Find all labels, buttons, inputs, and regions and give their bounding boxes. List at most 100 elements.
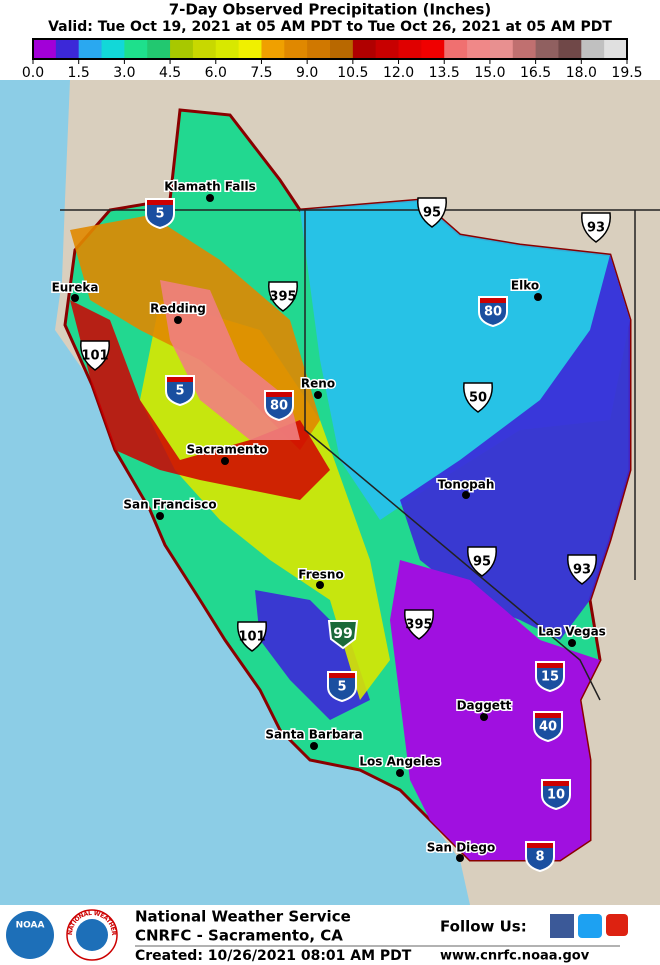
twitter[interactable]	[578, 914, 602, 938]
city-dot	[221, 457, 229, 465]
shield-label: 5	[175, 384, 184, 399]
shield-label: 50	[469, 391, 487, 406]
interstate-shield	[533, 711, 563, 743]
shield-label: 95	[473, 555, 491, 570]
interstate-band	[167, 377, 193, 382]
interstate-shield	[165, 375, 195, 407]
city-label: Tonopah	[438, 478, 495, 492]
us-shield	[268, 281, 298, 312]
us-shield	[567, 554, 597, 585]
legend-tick-label: 3.0	[113, 65, 135, 81]
title: 7-Day Observed Precipitation (Inches)	[169, 1, 492, 19]
shield-label: 40	[539, 720, 557, 735]
legend-swatch	[238, 39, 262, 59]
interstate-shield	[535, 661, 565, 693]
legend-swatch	[444, 39, 468, 59]
city-label: San Francisco	[123, 498, 216, 512]
nws-logo-core	[76, 919, 108, 951]
legend: 0.0 1.5 3.0 4.5 6.0 7.5 9.0 10.5 12.0 13.5 15.0 16.…	[22, 38, 643, 81]
shield-label: 93	[587, 221, 605, 236]
us-shield	[581, 212, 611, 243]
legend-swatch	[284, 39, 308, 59]
legend-tick-label: 0.0	[22, 65, 44, 81]
legend-swatch	[467, 39, 491, 59]
noaa-logo	[6, 911, 54, 959]
shield-label: 395	[269, 290, 296, 305]
shield-label: 95	[423, 206, 441, 221]
map	[0, 80, 660, 905]
legend-swatch	[307, 39, 331, 59]
subtitle: Valid: Tue Oct 19, 2021 at 05 AM PDT to …	[48, 19, 612, 35]
city-dot	[206, 194, 214, 202]
legend-swatch	[330, 39, 354, 59]
precip-cyan	[300, 200, 630, 520]
legend-tick-label: 1.5	[68, 65, 90, 81]
interstate-shield	[264, 390, 294, 422]
legend-swatch	[558, 39, 582, 59]
interstate-shield	[327, 671, 357, 703]
legend-tick-label: 16.5	[520, 65, 551, 81]
city-dot	[534, 293, 542, 301]
city-label: San Diego	[427, 841, 496, 855]
city-dot	[568, 639, 576, 647]
city-label: Elko	[511, 279, 539, 293]
interstate-band	[147, 200, 173, 205]
interstate-band	[329, 673, 355, 678]
shield-label: 8	[535, 850, 544, 865]
legend-swatch	[215, 39, 240, 59]
legend-swatch	[512, 39, 537, 59]
interstate-band	[537, 663, 563, 668]
legend-swatch	[78, 39, 103, 59]
shield-label: 5	[155, 207, 164, 222]
youtube[interactable]	[606, 914, 628, 936]
us-shield	[463, 382, 493, 413]
legend-swatch	[33, 39, 57, 59]
legend-tick-label: 7.5	[250, 65, 272, 81]
legend-swatch	[421, 39, 445, 59]
legend-swatch	[352, 39, 377, 59]
us-shield	[404, 609, 434, 640]
shield-label: 101	[238, 630, 265, 645]
legend-swatch	[261, 39, 285, 59]
legend-tick-label: 9.0	[296, 65, 318, 81]
org: National Weather Service	[135, 908, 351, 926]
city-dot	[156, 512, 164, 520]
legend-swatch	[581, 39, 605, 59]
legend-swatch	[124, 39, 148, 59]
city-dot	[316, 581, 324, 589]
legend-tick-label: 13.5	[429, 65, 460, 81]
interstate-band	[543, 781, 569, 786]
precip-red	[70, 300, 330, 500]
interstate-shield	[525, 841, 555, 873]
created: Created: 10/26/2021 08:01 AM PDT	[135, 948, 412, 964]
us-shield	[237, 621, 267, 652]
city-label: Santa Barbara	[265, 728, 362, 742]
legend-swatch	[398, 39, 422, 59]
shield-label: 15	[541, 670, 559, 685]
legend-frame	[32, 38, 628, 60]
facebook[interactable]	[550, 914, 574, 938]
legend-swatch	[489, 39, 514, 59]
shield-label: 395	[405, 618, 432, 633]
legend-swatch	[101, 39, 125, 59]
city-label: Fresno	[298, 568, 343, 582]
legend-tick-label: 10.5	[337, 65, 368, 81]
city-dot	[456, 854, 464, 862]
legend-tick-label: 18.0	[566, 65, 597, 81]
shield-label: 80	[270, 399, 288, 414]
interstate-band	[266, 392, 292, 397]
city-label: Redding	[150, 302, 206, 316]
legend-swatch	[535, 39, 559, 59]
us-shield	[467, 546, 497, 577]
city-label: Reno	[301, 377, 335, 391]
shield-label: 80	[484, 305, 502, 320]
url[interactable]: www.cnrfc.noaa.gov	[440, 949, 590, 964]
city-dot	[462, 491, 470, 499]
shield-label: 5	[337, 680, 346, 695]
legend-tick-label: 19.5	[611, 65, 642, 81]
us-shield	[80, 340, 110, 371]
legend-swatch	[170, 39, 194, 59]
city-label: Sacramento	[186, 443, 267, 457]
city-dot	[396, 769, 404, 777]
interstate-shield	[145, 198, 175, 230]
